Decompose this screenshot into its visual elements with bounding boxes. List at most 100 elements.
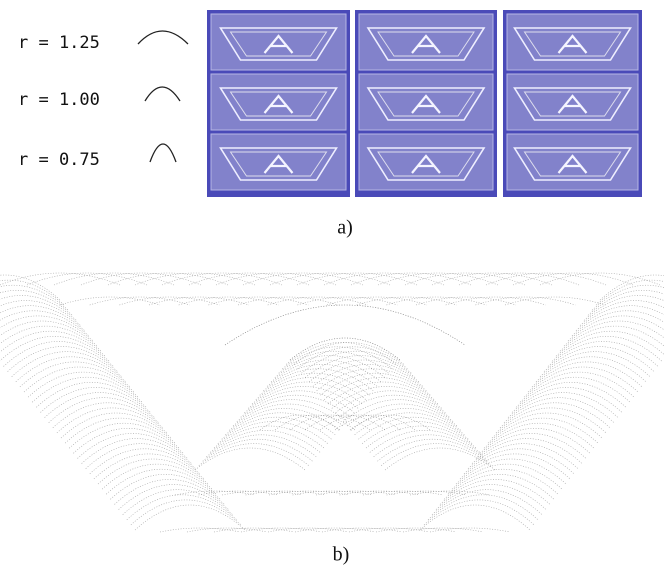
arc-icon — [150, 144, 176, 162]
arc — [336, 391, 446, 413]
plate — [211, 14, 346, 70]
arc — [290, 415, 370, 430]
arc — [135, 273, 255, 285]
arc — [317, 369, 427, 391]
arc — [218, 422, 328, 444]
arc — [290, 338, 400, 360]
arc — [267, 364, 377, 386]
arc — [378, 273, 498, 285]
arc-icon — [138, 31, 188, 44]
arc — [505, 297, 605, 305]
arc — [588, 290, 664, 315]
arc — [297, 297, 397, 305]
arc — [332, 386, 442, 408]
arc — [0, 285, 68, 310]
arc — [381, 444, 491, 466]
arc — [269, 491, 349, 495]
arc — [377, 439, 487, 461]
arc — [27, 273, 147, 285]
arc — [225, 413, 335, 435]
arc — [286, 342, 396, 364]
caption: b) — [333, 544, 350, 566]
arc — [270, 273, 390, 285]
arc — [405, 273, 525, 285]
plate — [211, 74, 346, 130]
arc — [374, 435, 484, 457]
arc — [387, 491, 467, 495]
arc — [131, 500, 241, 525]
arc — [60, 297, 160, 305]
arc — [199, 444, 309, 466]
arc — [340, 491, 420, 495]
arc — [320, 415, 400, 430]
arc-icon — [145, 87, 180, 101]
arc — [0, 326, 101, 351]
caption: a) — [337, 217, 353, 239]
arc — [263, 369, 373, 391]
arc — [572, 311, 664, 336]
arc — [0, 273, 120, 285]
arc — [135, 505, 245, 530]
arc — [229, 408, 339, 430]
arc — [328, 382, 438, 404]
arc — [244, 391, 354, 413]
arc — [248, 386, 358, 408]
arc — [357, 297, 457, 305]
arc — [275, 356, 385, 378]
arc — [260, 373, 370, 395]
arc — [0, 331, 105, 356]
plate — [359, 74, 493, 130]
arc — [199, 491, 279, 495]
arc — [486, 273, 606, 285]
arc — [195, 448, 305, 470]
arc — [576, 306, 664, 331]
arc — [446, 297, 546, 305]
arc — [119, 297, 219, 305]
arc — [271, 360, 381, 382]
arc — [564, 321, 664, 346]
arc — [366, 426, 476, 448]
row-label: r = 1.25 — [18, 33, 100, 53]
arc — [320, 373, 430, 395]
arc — [127, 495, 237, 520]
arc — [416, 297, 516, 305]
arc — [313, 364, 423, 386]
arc — [268, 297, 368, 305]
arc — [108, 273, 228, 285]
arc — [241, 395, 351, 417]
arc — [294, 342, 404, 364]
arc — [298, 347, 408, 369]
arc — [0, 280, 64, 305]
arc — [189, 273, 309, 285]
arc — [362, 422, 472, 444]
arc — [430, 528, 510, 532]
arc — [459, 273, 579, 285]
arc — [293, 491, 373, 495]
arc — [560, 326, 664, 351]
arc — [301, 351, 411, 373]
arc — [584, 295, 664, 320]
arc — [0, 316, 93, 341]
arc — [432, 273, 552, 285]
arc — [203, 439, 313, 461]
plate — [507, 74, 638, 130]
arc — [225, 305, 465, 345]
row-label: r = 1.00 — [18, 90, 100, 110]
arc — [179, 297, 279, 305]
plate — [507, 14, 638, 70]
arc — [327, 297, 427, 305]
arc — [208, 297, 308, 305]
arc — [309, 360, 419, 382]
arc — [222, 491, 302, 495]
arc — [175, 491, 255, 495]
arc — [0, 295, 76, 320]
arc — [216, 273, 336, 285]
figure: r = 1.25 r = 1.00 r = 0.75 a) b) — [0, 0, 664, 577]
arc — [54, 273, 174, 285]
arc — [305, 356, 415, 378]
arc — [275, 415, 355, 430]
arc — [90, 297, 190, 305]
arc — [351, 273, 471, 285]
arc — [222, 417, 332, 439]
arc — [410, 491, 490, 495]
